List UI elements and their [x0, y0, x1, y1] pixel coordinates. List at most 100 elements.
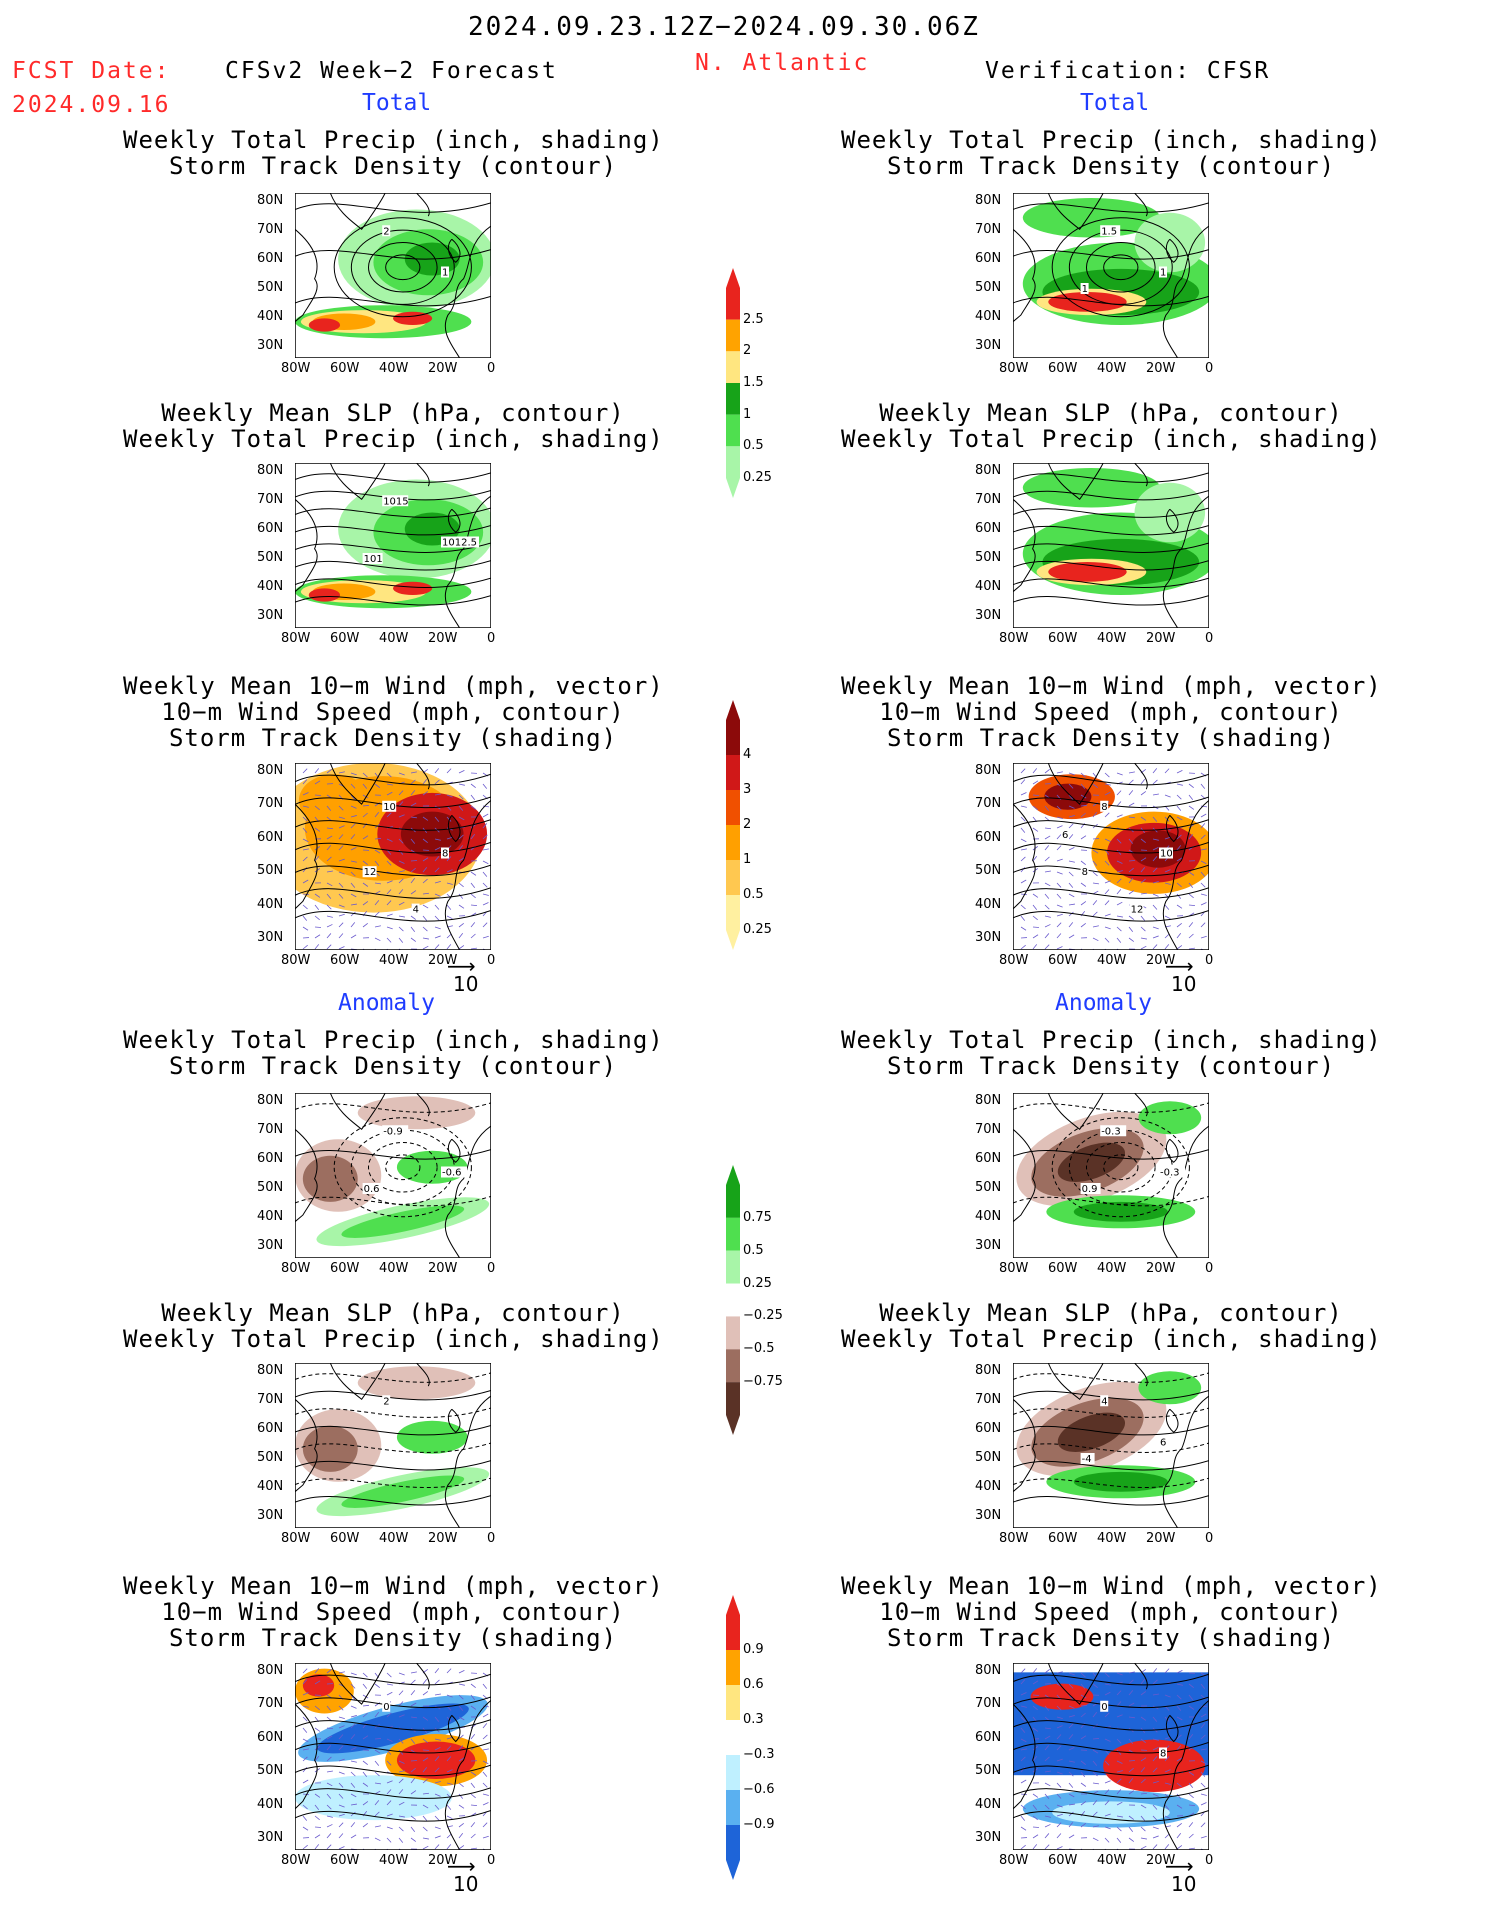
wind-vector	[1092, 838, 1100, 840]
wind-vector	[398, 849, 404, 855]
wind-vector	[1044, 827, 1052, 830]
map-panel: 1015 1012.5 101	[295, 463, 491, 628]
wind-vector	[1092, 860, 1098, 866]
wind-vector	[482, 1705, 489, 1708]
wind-vector	[1116, 1701, 1122, 1707]
lon-tick-label: 20W	[428, 953, 458, 968]
wind-vector	[1128, 816, 1135, 819]
contour-line	[1013, 1407, 1209, 1418]
wind-vector	[314, 794, 322, 796]
wind-vector	[386, 913, 393, 917]
lat-tick-label: 60N	[975, 829, 1002, 845]
wind-vector	[1140, 1757, 1147, 1762]
wind-vector	[1128, 915, 1135, 920]
colorbar-segment	[726, 383, 740, 415]
lon-tick-label: 60W	[330, 361, 360, 376]
contour-line	[1013, 1442, 1209, 1453]
wind-vector	[338, 1771, 345, 1775]
contour-line	[1134, 1363, 1148, 1387]
wind-vector	[1056, 1671, 1063, 1674]
wind-vector	[434, 1815, 440, 1821]
wind-vector	[1176, 1745, 1182, 1751]
wind-vector	[1152, 838, 1159, 841]
wind-vector	[1200, 1705, 1207, 1708]
wind-vector	[434, 935, 441, 939]
wind-vector	[1044, 1833, 1050, 1839]
wind-vector	[1152, 1815, 1158, 1821]
wind-vector	[362, 1672, 368, 1678]
wind-vector	[338, 1725, 345, 1729]
wind-vector	[470, 824, 477, 829]
wind-vector	[302, 1804, 308, 1810]
contour-line	[1134, 1663, 1148, 1690]
wind-vector	[362, 812, 368, 818]
contour-label-bg	[1100, 1395, 1109, 1407]
wind-vector	[374, 849, 381, 854]
lon-tick-label: 80W	[999, 953, 1029, 968]
contour-line	[295, 1787, 491, 1799]
wind-vector	[386, 1683, 393, 1686]
contour-line	[295, 1128, 318, 1223]
wind-vector	[458, 845, 464, 851]
wind-vector	[362, 794, 369, 799]
wind-vector	[1032, 1844, 1038, 1850]
wind-vector	[1056, 946, 1063, 950]
wind-vector	[1140, 945, 1147, 950]
panel-title-line: Weekly Total Precip (inch, shading)	[123, 1026, 664, 1054]
contour-line	[295, 773, 491, 786]
wind-vector	[1044, 870, 1051, 873]
wind-vector	[302, 856, 308, 862]
wind-vector	[1020, 1727, 1026, 1733]
wind-vector	[386, 1749, 392, 1755]
wind-vector	[398, 814, 405, 818]
wind-vector	[1092, 1837, 1099, 1842]
contour-line	[295, 1442, 491, 1453]
wind-vector	[1152, 944, 1158, 950]
wind-vector	[410, 860, 418, 862]
wind-vector	[326, 1844, 332, 1850]
wind-vector	[1080, 772, 1086, 778]
panel-title-line: Storm Track Density (shading)	[886, 1624, 1336, 1652]
lat-tick-label: 70N	[975, 1696, 1002, 1712]
wind-vector	[386, 1800, 392, 1806]
panel-title-line: Storm Track Density (contour)	[886, 152, 1336, 180]
wind-vector	[398, 1701, 404, 1707]
contour-label-bg	[1159, 1436, 1167, 1448]
wind-vector	[350, 783, 356, 789]
wind-vector	[350, 823, 356, 829]
contour-line	[1013, 202, 1209, 213]
wind-vector	[446, 1668, 452, 1674]
wind-vector	[1020, 848, 1027, 851]
colorbar-label: 0.25	[743, 922, 772, 937]
lon-tick-label: 40W	[1097, 361, 1127, 376]
wind-vector	[1044, 1756, 1050, 1762]
lon-tick-label: 40W	[1097, 953, 1127, 968]
wind-vector	[350, 922, 356, 928]
lat-tick-label: 40N	[975, 309, 1002, 324]
colorbar-bottom-arrow	[726, 1860, 740, 1880]
wind-vector	[1044, 1844, 1050, 1850]
wind-vector	[458, 857, 465, 862]
wind-vector	[326, 856, 332, 862]
wind-vector	[350, 1793, 357, 1798]
wind-vector	[350, 1760, 357, 1763]
contour-line	[416, 1663, 430, 1690]
colorbar-label: 0.25	[743, 470, 772, 485]
wind-vector	[1116, 937, 1122, 943]
wind-vector	[1176, 845, 1182, 851]
wind-vector	[1128, 890, 1135, 895]
wind-vector	[458, 1705, 464, 1711]
wind-vector	[1188, 824, 1195, 829]
contour-line	[1013, 1477, 1209, 1489]
lat-tick-label: 60N	[975, 251, 1002, 266]
wind-vector	[458, 794, 464, 800]
contour-line	[295, 1741, 491, 1754]
wind-vector	[458, 770, 465, 774]
wind-vector	[1128, 838, 1134, 844]
wind-vector	[434, 816, 440, 822]
wind-vector	[1164, 915, 1171, 920]
wind-vector	[302, 1779, 309, 1784]
wind-vector	[1020, 792, 1027, 796]
wind-vector	[1044, 1770, 1051, 1773]
wind-vector	[446, 915, 453, 920]
